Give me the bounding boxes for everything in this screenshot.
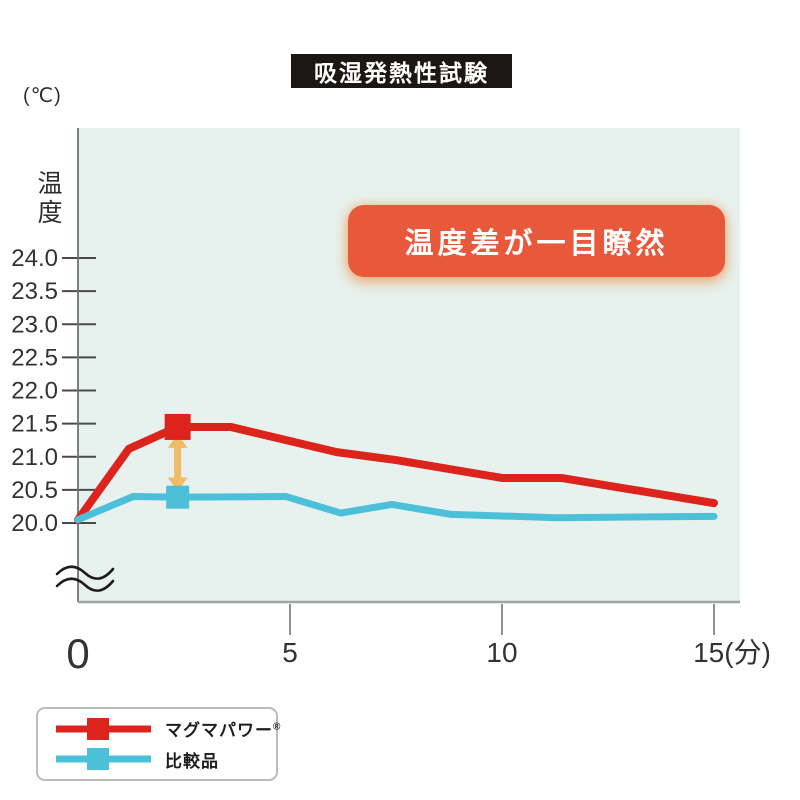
series-line-1 [74, 493, 718, 524]
plot-area [78, 128, 740, 602]
series-marker-0 [164, 413, 191, 440]
temperature-gap-arrow-head-top [167, 433, 188, 448]
legend-item-comparison: 比較品 [38, 746, 276, 772]
x-tick-label: 5 [282, 637, 298, 668]
axis-break-wave [55, 565, 115, 580]
chart-title-box: 吸湿発熱性試験 [291, 54, 512, 88]
legend-label-comparison: 比較品 [165, 751, 219, 771]
legend-label-magma-power: マグマパワー® [165, 721, 282, 741]
y-axis-title: 温度 [34, 170, 62, 228]
highlight-badge: 温度差が一目瞭然 [348, 205, 725, 277]
y-tick-label: 24.0 [11, 245, 58, 272]
y-tick-label: 23.5 [11, 278, 58, 305]
y-tick-label: 20.0 [11, 510, 58, 537]
y-tick-label: 21.0 [11, 444, 58, 471]
y-axis-unit-label: (℃) [23, 85, 62, 107]
x-tick-label: 15(分) [693, 637, 771, 668]
legend-box: マグマパワー® 比較品 [36, 707, 280, 781]
y-tick-label: 21.5 [11, 411, 58, 438]
legend-swatch-cyan [56, 748, 151, 771]
series-line-0 [74, 422, 718, 524]
legend-item-magma-power: マグマパワー® [38, 716, 280, 742]
x-tick-label: 0 [66, 630, 89, 677]
highlight-badge-text: 温度差が一目瞭然 [404, 228, 669, 260]
y-tick-label: 23.0 [11, 311, 58, 338]
temperature-gap-arrow-head-bottom [167, 477, 188, 492]
chart-title: 吸湿発熱性試験 [314, 60, 489, 86]
series-marker-1 [166, 485, 190, 509]
axis-break-wave [55, 577, 115, 592]
x-tick-label: 10 [486, 637, 517, 668]
y-tick-label: 20.5 [11, 477, 58, 504]
y-tick-label: 22.5 [11, 344, 58, 371]
y-tick-label: 22.0 [11, 378, 58, 405]
legend-swatch-red [56, 717, 151, 740]
